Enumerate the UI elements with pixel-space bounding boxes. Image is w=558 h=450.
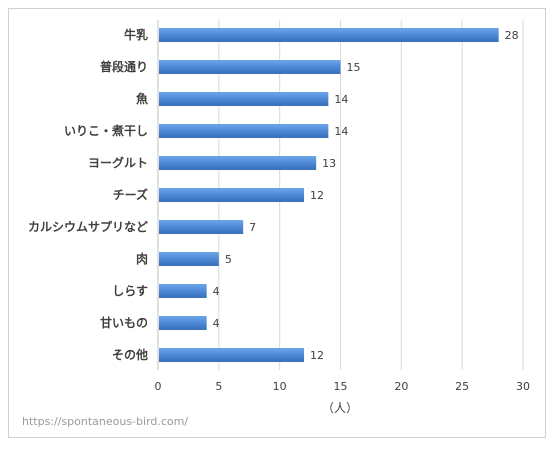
bar xyxy=(159,316,207,330)
category-label: チーズ xyxy=(113,187,148,202)
value-label: 4 xyxy=(213,285,220,298)
category-label: しらす xyxy=(112,284,148,298)
value-label: 4 xyxy=(213,317,220,330)
x-tick-label: 0 xyxy=(155,380,162,393)
category-label: 肉 xyxy=(136,251,148,266)
category-label: いりこ・煮干し xyxy=(64,123,148,138)
watermark-url: https://spontaneous-bird.com/ xyxy=(22,415,189,428)
bar xyxy=(159,92,329,106)
x-tick-label: 20 xyxy=(394,380,408,393)
bar xyxy=(159,28,499,42)
x-tick-label: 5 xyxy=(215,380,222,393)
category-label: カルシウムサプリなど xyxy=(28,219,148,234)
value-label: 14 xyxy=(334,93,348,106)
bar xyxy=(159,60,341,74)
x-tick-label: 25 xyxy=(455,380,469,393)
category-label: 牛乳 xyxy=(124,27,148,42)
bar xyxy=(159,220,244,234)
bar xyxy=(159,124,329,138)
value-label: 5 xyxy=(225,253,232,266)
category-label: 甘いもの xyxy=(100,315,148,330)
bar xyxy=(159,156,317,170)
value-label: 14 xyxy=(334,125,348,138)
value-label: 13 xyxy=(322,157,336,170)
bar xyxy=(159,188,304,202)
category-label: ヨーグルト xyxy=(88,155,148,170)
x-axis-label: （人） xyxy=(322,401,358,415)
chart-frame xyxy=(8,8,546,438)
category-label: 普段通り xyxy=(100,59,148,74)
x-tick-label: 10 xyxy=(273,380,287,393)
x-tick-label: 15 xyxy=(334,380,348,393)
bar xyxy=(159,252,219,266)
value-label: 15 xyxy=(347,61,361,74)
category-label: 魚 xyxy=(136,91,148,106)
value-label: 12 xyxy=(310,189,324,202)
value-label: 12 xyxy=(310,349,324,362)
value-label: 7 xyxy=(249,221,256,234)
bar xyxy=(159,348,304,362)
value-label: 28 xyxy=(505,29,519,42)
x-tick-label: 30 xyxy=(516,380,530,393)
category-label: その他 xyxy=(112,347,148,362)
bar xyxy=(159,284,207,298)
